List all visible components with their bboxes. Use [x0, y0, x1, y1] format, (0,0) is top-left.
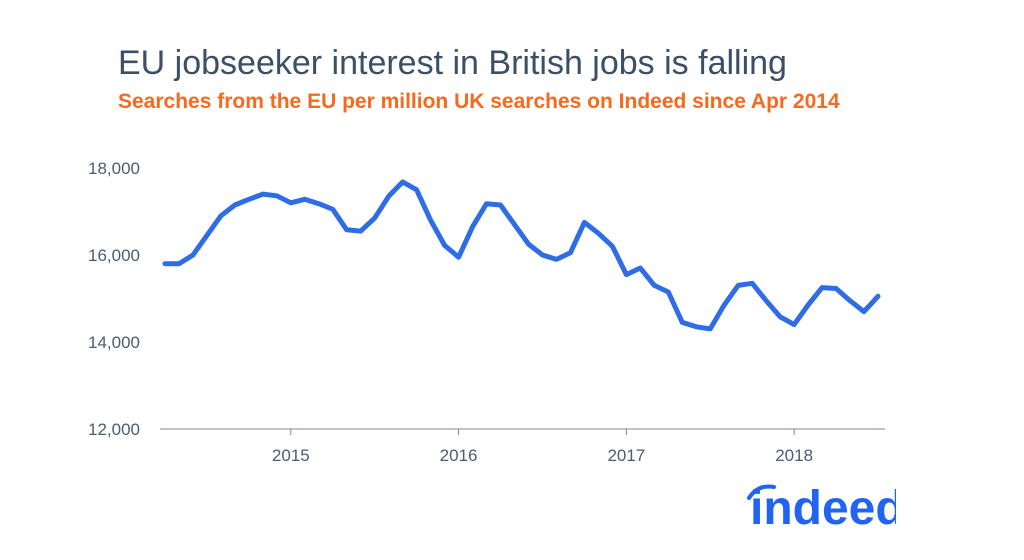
x-tick-label: 2018 [775, 446, 813, 465]
indeed-logo-text: indeed [750, 482, 896, 535]
y-tick-label: 14,000 [88, 333, 140, 352]
chart-subtitle: Searches from the EU per million UK sear… [118, 90, 840, 113]
x-tick-label: 2017 [607, 446, 645, 465]
y-tick-label: 16,000 [88, 246, 140, 265]
indeed-logo-arc [747, 484, 776, 500]
y-tick-label: 18,000 [88, 159, 140, 178]
x-tick-label: 2016 [440, 446, 478, 465]
series-layer [162, 179, 881, 332]
y-tick-label: 12,000 [88, 420, 140, 439]
x-tick-label: 2015 [272, 446, 310, 465]
y-axis-ticks: 12,000 14,000 16,000 18,000 [88, 159, 140, 439]
series-line [162, 179, 881, 332]
chart-title: EU jobseeker interest in British jobs is… [118, 44, 787, 82]
x-axis-ticks: 2015 2016 2017 2018 [272, 429, 813, 465]
indeed-logo: indeed [747, 482, 896, 535]
